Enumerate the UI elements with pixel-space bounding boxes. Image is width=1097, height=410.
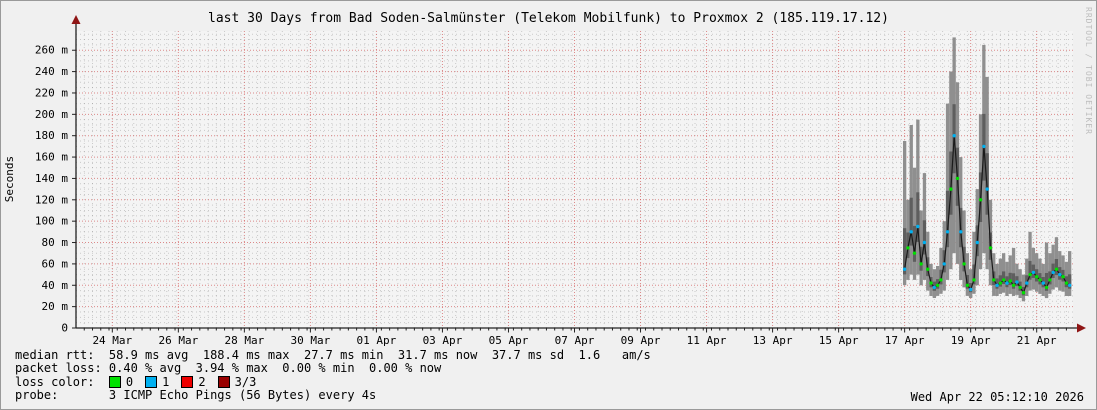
svg-text:01 Apr: 01 Apr bbox=[357, 334, 397, 347]
stats-block: median rtt: 58.9 ms avg 188.4 ms max 27.… bbox=[15, 348, 651, 403]
rrdtool-watermark: RRDTOOL / TOBI OETIKER bbox=[1084, 7, 1093, 135]
loss-color-line: loss color: 0 1 2 3/3 bbox=[15, 374, 651, 389]
graph-title: last 30 Days from Bad Soden-Salmünster (… bbox=[208, 11, 889, 26]
svg-text:120 m: 120 m bbox=[35, 193, 68, 206]
svg-text:30 Mar: 30 Mar bbox=[291, 334, 331, 347]
loss-3-label: 3/3 bbox=[234, 374, 257, 389]
svg-text:03 Apr: 03 Apr bbox=[423, 334, 463, 347]
loss-legend-item-3: 3/3 bbox=[217, 374, 257, 389]
svg-text:24 Mar: 24 Mar bbox=[92, 334, 132, 347]
svg-text:60 m: 60 m bbox=[42, 257, 69, 270]
svg-text:80 m: 80 m bbox=[42, 236, 69, 249]
loss-1-label: 1 bbox=[162, 374, 170, 389]
loss-3-swatch-icon bbox=[217, 376, 230, 389]
svg-text:21 Apr: 21 Apr bbox=[1017, 334, 1057, 347]
svg-text:07 Apr: 07 Apr bbox=[555, 334, 595, 347]
median-rtt-line: median rtt: 58.9 ms avg 188.4 ms max 27.… bbox=[15, 348, 651, 362]
svg-text:100 m: 100 m bbox=[35, 215, 68, 228]
svg-text:11 Apr: 11 Apr bbox=[687, 334, 727, 347]
svg-text:26 Mar: 26 Mar bbox=[158, 334, 198, 347]
render-timestamp: Wed Apr 22 05:12:10 2026 bbox=[910, 390, 1084, 404]
svg-text:28 Mar: 28 Mar bbox=[224, 334, 264, 347]
svg-text:40 m: 40 m bbox=[42, 279, 69, 292]
svg-text:13 Apr: 13 Apr bbox=[753, 334, 793, 347]
loss-0-label: 0 bbox=[125, 374, 134, 389]
loss-0-swatch-icon bbox=[108, 376, 121, 389]
svg-text:160 m: 160 m bbox=[35, 151, 68, 164]
svg-text:0: 0 bbox=[61, 322, 68, 335]
probe-line: probe: 3 ICMP Echo Pings (56 Bytes) ever… bbox=[15, 388, 377, 403]
svg-text:15 Apr: 15 Apr bbox=[819, 334, 859, 347]
loss-color-label: loss color: bbox=[15, 374, 109, 389]
packet-loss-line: packet loss: 0.40 % avg 3.94 % max 0.00 … bbox=[15, 361, 442, 376]
svg-text:17 Apr: 17 Apr bbox=[885, 334, 925, 347]
svg-text:05 Apr: 05 Apr bbox=[489, 334, 529, 347]
loss-2-swatch-icon bbox=[181, 376, 194, 389]
svg-text:240 m: 240 m bbox=[35, 65, 68, 78]
loss-legend-item-0: 0 bbox=[108, 374, 134, 389]
svg-text:20 m: 20 m bbox=[42, 300, 69, 313]
svg-text:220 m: 220 m bbox=[35, 87, 68, 100]
loss-legend-item-2: 2 bbox=[181, 374, 206, 389]
loss-1-swatch-icon bbox=[145, 376, 158, 389]
svg-text:180 m: 180 m bbox=[35, 129, 68, 142]
loss-legend-item-1: 1 bbox=[145, 374, 170, 389]
svg-text:200 m: 200 m bbox=[35, 108, 68, 121]
svg-text:140 m: 140 m bbox=[35, 172, 68, 185]
svg-text:09 Apr: 09 Apr bbox=[621, 334, 661, 347]
svg-text:19 Apr: 19 Apr bbox=[951, 334, 991, 347]
loss-2-label: 2 bbox=[198, 374, 206, 389]
svg-text:260 m: 260 m bbox=[35, 44, 68, 57]
